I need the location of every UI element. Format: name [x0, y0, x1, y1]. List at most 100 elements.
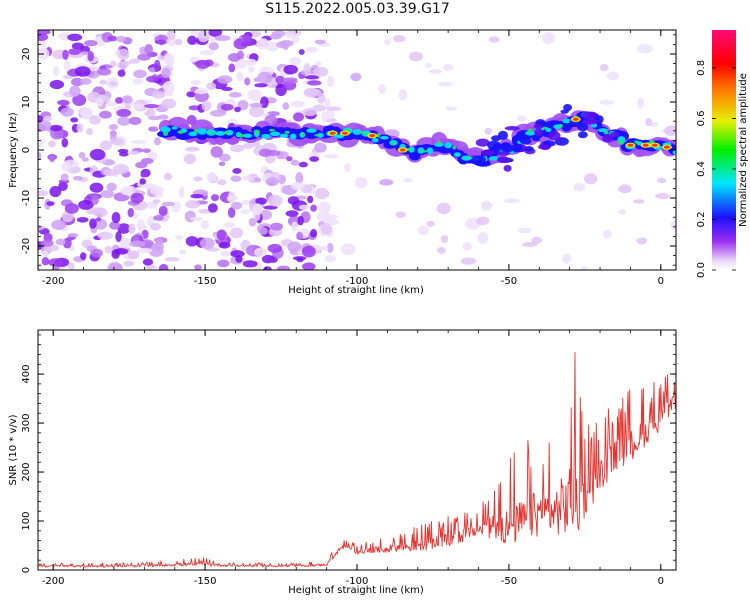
- noise-blob: [70, 117, 79, 123]
- ridge-blob: [452, 145, 457, 150]
- noise-blob: [106, 182, 117, 192]
- noise-blob: [158, 263, 169, 270]
- ridge-blob: [261, 133, 271, 139]
- noise-blob: [287, 196, 300, 205]
- ridge-blob: [480, 149, 495, 156]
- noise-blob: [89, 148, 106, 161]
- y-tick-label: 200: [21, 462, 32, 481]
- noise-blob: [636, 237, 648, 245]
- noise-blob: [38, 33, 49, 41]
- noise-blob: [254, 177, 262, 183]
- noise-blob: [47, 258, 64, 267]
- y-tick-label: 0: [21, 147, 32, 153]
- noise-blob: [38, 190, 49, 197]
- noise-blob: [185, 200, 201, 209]
- colorbar-tick-label: 0.0: [696, 262, 707, 278]
- ridge-blob: [514, 136, 526, 141]
- noise-blob: [223, 222, 235, 229]
- noise-blob: [208, 30, 223, 37]
- snr-panel: -200 -150 -100 -50 0 0 100 200 300 400 Height of …: [8, 329, 677, 596]
- noise-blob: [152, 199, 161, 204]
- noise-blob: [270, 222, 283, 231]
- colorbar-tick-label: 0.6: [696, 110, 707, 126]
- noise-blob: [90, 207, 106, 214]
- noise-blob: [164, 257, 180, 262]
- noise-blob: [229, 227, 244, 239]
- x-tick-label: -150: [194, 276, 217, 287]
- noise-blob: [599, 63, 609, 72]
- noise-blob: [110, 60, 117, 67]
- noise-blob: [298, 204, 310, 210]
- noise-blob: [200, 220, 210, 230]
- noise-blob: [161, 201, 175, 207]
- noise-blob: [119, 151, 129, 157]
- noise-blob: [323, 154, 339, 159]
- noise-blob: [115, 231, 122, 242]
- noise-blob: [137, 53, 151, 61]
- noise-blob: [425, 62, 433, 69]
- ridge-blob: [537, 144, 551, 150]
- noise-blob: [436, 202, 451, 215]
- noise-blob: [383, 38, 391, 46]
- colorbar-tick-label: 0.2: [696, 212, 707, 228]
- snr-plot-area: [38, 330, 676, 570]
- noise-blob: [326, 242, 334, 254]
- noise-blob: [227, 197, 236, 203]
- noise-blob: [160, 67, 171, 78]
- noise-blob: [326, 75, 335, 88]
- noise-blob: [296, 231, 304, 240]
- ridge-blob: [525, 130, 536, 136]
- ridge-blob: [376, 133, 381, 138]
- noise-blob: [618, 208, 627, 215]
- noise-blob: [153, 215, 164, 221]
- noise-blob: [99, 140, 113, 151]
- noise-blob: [249, 102, 263, 108]
- noise-blob: [58, 181, 68, 192]
- ridge-blob: [444, 142, 452, 149]
- noise-blob: [55, 238, 66, 246]
- noise-blob: [119, 240, 132, 249]
- ridge-hotspot: [663, 145, 670, 149]
- noise-blob: [265, 177, 279, 187]
- noise-blob: [378, 84, 387, 94]
- noise-blob: [285, 32, 295, 39]
- noise-blob: [111, 249, 120, 259]
- noise-blob: [584, 173, 598, 185]
- noise-blob: [258, 227, 268, 235]
- noise-blob: [216, 229, 227, 241]
- noise-blob: [321, 111, 328, 123]
- y-tick-label: 100: [21, 511, 32, 530]
- noise-blob: [297, 215, 304, 226]
- noise-blob: [304, 75, 320, 80]
- ridge-blob: [289, 133, 297, 140]
- x-tick-label: -200: [42, 576, 65, 587]
- noise-blob: [61, 137, 69, 148]
- noise-blob: [183, 153, 197, 165]
- y-tick-label: -10: [21, 190, 32, 206]
- noise-blob: [132, 78, 144, 85]
- ridge-blob: [306, 128, 317, 133]
- noise-blob: [580, 266, 588, 270]
- y-tick-label: 20: [21, 48, 32, 61]
- noise-blob: [131, 139, 146, 144]
- noise-blob: [163, 89, 174, 97]
- ridge-blob: [497, 130, 509, 140]
- ridge-blob: [360, 131, 367, 135]
- noise-blob: [80, 252, 87, 261]
- noise-blob: [443, 64, 454, 71]
- noise-blob: [227, 207, 236, 218]
- noise-blob: [291, 100, 305, 108]
- noise-blob: [72, 93, 87, 106]
- noise-blob: [166, 54, 175, 67]
- noise-blob: [235, 58, 247, 69]
- ridge-blob: [528, 128, 533, 133]
- noise-blob: [210, 194, 220, 202]
- noise-blob: [154, 39, 167, 45]
- ridge-blob: [160, 126, 171, 133]
- noise-blob: [155, 237, 163, 246]
- noise-blob: [117, 69, 126, 77]
- x-tick-label: 0: [658, 276, 664, 287]
- noise-blob: [123, 260, 135, 267]
- noise-blob: [252, 203, 263, 216]
